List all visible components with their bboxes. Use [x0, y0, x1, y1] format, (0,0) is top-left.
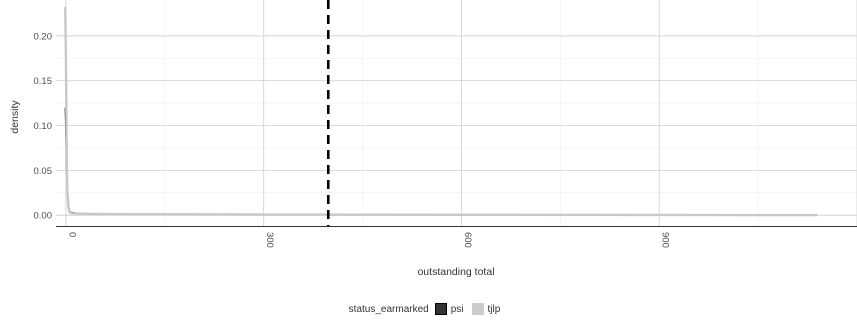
legend-title: status_earmarked: [348, 303, 429, 315]
legend-item-tjlp: tjlp: [471, 303, 501, 315]
legend-item-psi: psi: [434, 303, 464, 315]
legend: status_earmarked psi tjlp: [0, 303, 857, 315]
y-tick-label: 0.10: [34, 121, 53, 132]
legend-label-tjlp: tjlp: [487, 303, 501, 315]
x-tick-labels: 03006009001200: [66, 232, 671, 248]
x-tick-label: 300: [264, 232, 275, 248]
series-line-tjlp: [64, 7, 818, 217]
gridlines: [56, 0, 857, 226]
y-axis-title: density: [9, 100, 21, 134]
legend-swatch-psi: [434, 303, 447, 315]
x-tick-label: 600: [462, 232, 473, 248]
y-tick-label: 0.00: [34, 211, 53, 222]
density-series: [64, 7, 818, 217]
x-tick-label: 0: [66, 232, 77, 237]
series-line-psi: [64, 107, 818, 216]
density-chart: 03006009001200 0.000.050.100.150.20 outs…: [9, 0, 857, 278]
legend-swatch-tjlp: [471, 303, 484, 315]
x-axis-title: outstanding total: [417, 266, 494, 278]
y-tick-label: 0.05: [34, 166, 53, 177]
legend-label-psi: psi: [450, 303, 464, 315]
y-tick-labels: 0.00 0.05 0.10 0.15 0.20: [34, 31, 53, 221]
y-tick-label: 0.20: [34, 31, 53, 42]
x-tick-label: 900: [660, 232, 671, 248]
y-tick-label: 0.15: [34, 76, 53, 87]
